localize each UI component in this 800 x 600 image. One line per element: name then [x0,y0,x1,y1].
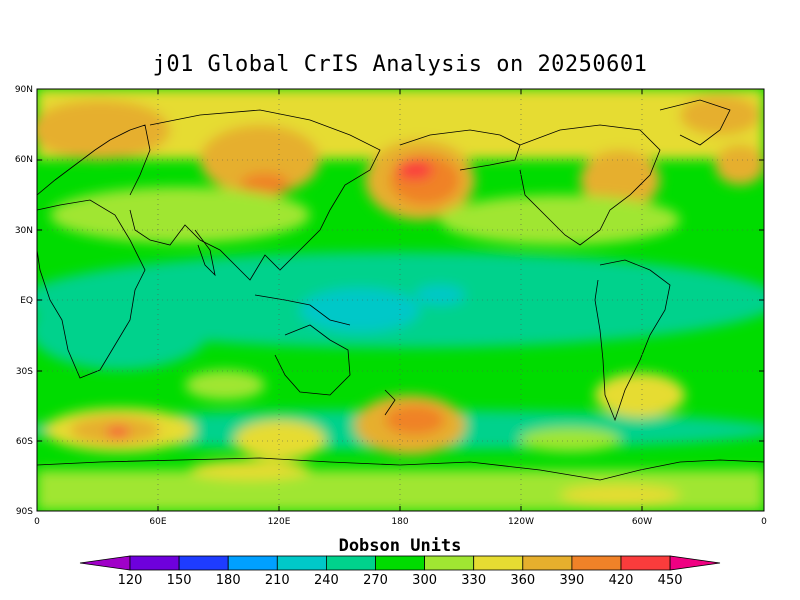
colorbar-tick-label-390: 390 [559,573,584,588]
colorbar-tick-label-300: 300 [412,573,437,588]
ozone-contour-390-6 [37,100,170,160]
colorbar-tick-label-150: 150 [167,573,192,588]
ozone-contour-450-19 [106,427,130,437]
colorbar-box-240 [325,555,376,571]
lon-label-180: 180 [391,517,408,527]
colorbar-tick-label-180: 180 [216,573,241,588]
colorbar-tick-label-450: 450 [658,573,683,588]
map-title: j01 Global CrIS Analysis on 20250601 [152,52,648,77]
ozone-contour-330-16 [440,195,680,245]
grid-lines [37,89,764,511]
ozone-contour-420-22 [385,405,445,435]
coast-north-america [519,124,661,246]
ozone-contour-450-11 [397,160,433,180]
coast-alaska [399,129,521,171]
colorbar-arrow-low [79,555,131,571]
ozone-contour-360-27 [190,460,310,480]
coast-south-america [594,259,671,422]
lon-label-120w: 120W [508,517,534,527]
colorbar-box-180 [227,555,278,571]
lon-label-0-right: 0 [761,517,767,527]
coast-asia [129,109,381,281]
coast-greenland [659,99,731,146]
colorbar-box-300 [424,555,475,571]
ozone-contour-270-1 [37,290,210,370]
ozone-contour-240-3 [415,285,465,305]
coast-india [194,229,216,277]
axis-ticks [36,88,765,512]
ozone-contour-330-15 [50,187,310,243]
ozone-contour-360-20 [235,420,325,460]
coastlines [37,99,764,481]
lon-label-120e: 120E [268,517,291,527]
colorbar-tick-label-120: 120 [118,573,143,588]
colorbar-tick-label-240: 240 [314,573,339,588]
lat-label-90n: 90N [15,85,33,95]
ozone-contour-420-8 [240,173,290,197]
coast-europe [37,124,151,196]
ozone-contour-390-13 [680,95,760,135]
lat-label-60n: 60N [15,155,33,165]
coast-indonesia [254,294,351,326]
colorbar-tick-label-360: 360 [510,573,535,588]
lat-label-30s: 30S [16,367,33,377]
coast-new-zealand [384,389,396,416]
lat-label-eq: EQ [20,296,33,306]
lon-label-60w: 60W [632,517,652,527]
colorbar-box-270 [375,555,425,571]
colorbar-box-360 [522,555,573,571]
ozone-contour-390-7 [200,125,320,195]
colorbar-title: Dobson Units [338,536,462,556]
colorbar-box-330 [473,555,524,571]
colorbar-box-390 [571,555,622,571]
colorbar-box-210 [276,555,327,571]
ozone-contour-360-23 [595,373,685,417]
colorbar-tick-label-420: 420 [609,573,634,588]
lon-label-0-left: 0 [34,517,40,527]
coast-australia [274,324,351,396]
colorbar-tick-label-210: 210 [265,573,290,588]
coast-africa [37,199,146,379]
colorbar-box-120 [129,555,180,571]
ozone-contour-360-28 [560,485,680,505]
lat-label-90s: 90S [16,507,33,517]
lat-label-60s: 60S [16,437,33,447]
ozone-contour-330-25 [520,428,620,452]
colorbar-tick-label-270: 270 [363,573,388,588]
ozone-contour-240-2 [300,288,420,332]
colorbar-box-420 [620,555,671,571]
ozone-contour-390-14 [715,145,764,185]
coast-antarctica [37,457,764,481]
lon-label-60e: 60E [149,517,166,527]
lat-label-30n: 30N [15,226,33,236]
colorbar-tick-label-330: 330 [461,573,486,588]
colorbar-arrow-high [669,555,721,571]
ozone-contour-390-12 [580,150,660,210]
colorbar-box-150 [178,555,229,571]
colorbar: 120 150 180 210 240 270 300 330 360 390 420 450 [79,555,721,588]
ozone-contour-330-24 [185,370,265,400]
